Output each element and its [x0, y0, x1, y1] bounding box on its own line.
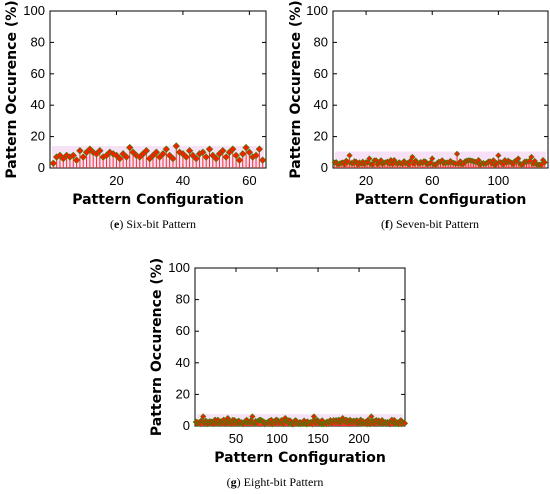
data-point	[490, 157, 497, 164]
data-point	[453, 150, 461, 157]
y-tick-label: 0	[183, 418, 190, 433]
data-point	[475, 157, 482, 164]
y-tick-label: 0	[38, 160, 45, 175]
data-point	[222, 153, 230, 161]
x-tick-label: 60	[425, 173, 439, 188]
data-point	[366, 155, 373, 162]
data-point	[202, 153, 210, 161]
x-tick-label: 50	[229, 431, 243, 446]
y-tick-label: 100	[23, 3, 45, 18]
y-axis-label: Pattern Occurence (%)	[149, 258, 165, 436]
data-point	[429, 155, 436, 162]
data-point	[255, 145, 264, 153]
data-point	[252, 151, 260, 160]
data-point	[249, 413, 256, 420]
data-point	[172, 142, 180, 150]
data-point	[200, 413, 207, 420]
plot-frame	[332, 10, 549, 169]
data-point	[76, 147, 84, 155]
plot-frame	[49, 10, 267, 169]
x-tick-label: 200	[348, 431, 370, 446]
data-point	[245, 148, 254, 156]
x-axis-label: Pattern Configuration	[355, 192, 527, 208]
y-tick-label: 60	[314, 66, 328, 81]
data-point	[242, 143, 250, 152]
data-point	[185, 147, 194, 155]
data-point	[49, 159, 58, 167]
y-tick-label: 60	[31, 66, 45, 81]
y-tick-label: 0	[321, 160, 328, 175]
y-tick-label: 40	[314, 97, 328, 112]
data-point	[69, 151, 77, 160]
data-point	[401, 420, 409, 427]
data-point	[152, 148, 161, 156]
data-point	[162, 145, 171, 153]
data-point	[62, 151, 71, 160]
data-point	[232, 151, 240, 160]
data-point	[219, 147, 227, 155]
data-point	[541, 159, 548, 166]
x-tick-label: 100	[488, 173, 510, 188]
subfigure-caption: (f) Seven-bit Pattern	[381, 217, 479, 231]
data-point	[346, 152, 353, 159]
x-tick-label: 60	[242, 173, 256, 188]
x-tick-label: 100	[266, 431, 288, 446]
data-point	[212, 154, 220, 163]
data-point	[192, 154, 200, 163]
data-point	[495, 152, 502, 159]
x-tick-label: 150	[307, 431, 329, 446]
data-point	[126, 143, 134, 152]
subfigure-caption: (g) Eight-bit Pattern	[227, 475, 324, 489]
data-point	[368, 413, 375, 420]
data-point	[235, 156, 244, 164]
x-tick-label: 40	[176, 173, 190, 188]
data-point	[142, 147, 151, 155]
data-point	[182, 153, 190, 161]
y-axis-label: Pattern Occurence (%)	[4, 0, 20, 178]
y-tick-label: 100	[306, 3, 328, 18]
chart-panel-g: 0 20 40 60 80 100 50 100 150 200 Pattern Configura…	[149, 258, 409, 489]
data-point	[528, 153, 535, 161]
y-tick-label: 20	[314, 129, 328, 144]
y-tick-label: 80	[31, 34, 45, 49]
data-point	[409, 153, 416, 161]
plot-frame	[194, 267, 406, 427]
chart-panel-e: 0 20 40 60 80 100 20 40 60 Pattern Configuration P…	[4, 0, 267, 231]
y-axis-label: Pattern Occurence (%)	[288, 0, 304, 178]
data-point	[159, 150, 167, 158]
y-tick-label: 100	[168, 260, 190, 275]
y-tick-label: 80	[176, 292, 190, 307]
data-point	[122, 153, 131, 161]
data-point	[258, 156, 267, 164]
subfigure-caption: (e) Six-bit Pattern	[110, 217, 196, 231]
x-axis-label: Pattern Configuration	[72, 192, 244, 208]
y-tick-label: 60	[176, 323, 190, 338]
data-point	[169, 154, 177, 163]
x-tick-label: 20	[359, 173, 373, 188]
y-tick-label: 20	[176, 386, 190, 401]
data-point	[199, 148, 207, 156]
x-tick-label: 20	[109, 173, 123, 188]
data-point	[205, 145, 214, 153]
y-tick-label: 20	[31, 129, 45, 144]
y-tick-label: 40	[176, 355, 190, 370]
data-point	[239, 150, 247, 158]
data-point	[229, 145, 237, 153]
data-point	[96, 147, 104, 155]
data-point	[79, 153, 87, 161]
x-axis-label: Pattern Configuration	[214, 450, 386, 466]
data-point	[310, 413, 318, 420]
y-tick-label: 80	[314, 34, 328, 49]
data-point	[72, 156, 81, 164]
data-point	[116, 154, 124, 163]
data-point	[515, 155, 522, 162]
chart-panel-f: 0 20 40 60 80 100 20 60 100 Pattern Configuration…	[288, 0, 549, 231]
y-tick-label: 40	[31, 97, 45, 112]
